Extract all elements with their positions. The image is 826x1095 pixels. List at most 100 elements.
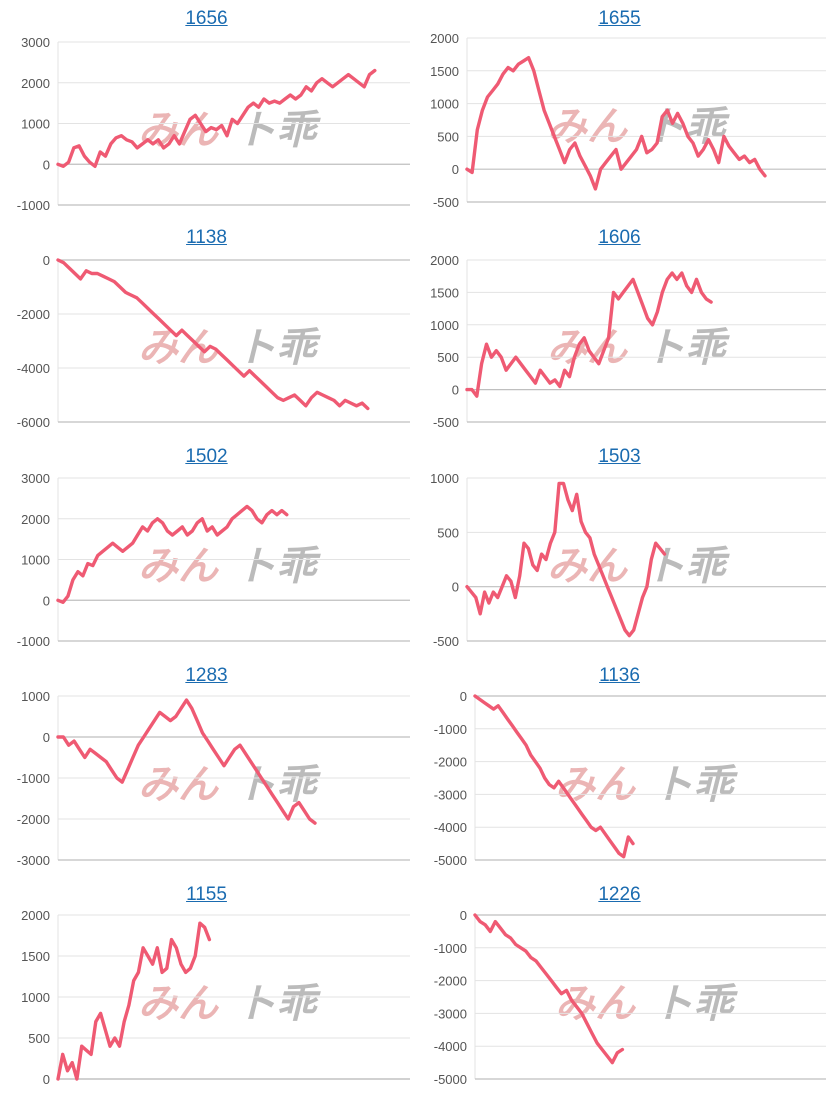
y-tick-label: -500	[433, 415, 459, 430]
y-tick-label: 2000	[430, 253, 459, 268]
series-line	[56, 68, 377, 169]
series-line	[465, 271, 713, 398]
watermark-part2: ト乖	[236, 981, 321, 1027]
y-tick-label: 1000	[21, 689, 50, 704]
chart-title-link[interactable]: 1503	[598, 446, 641, 467]
chart-panel: みん ト乖 3000 2000 1000 0 -1000 1656	[0, 0, 413, 219]
y-tick-label: -1000	[434, 941, 467, 956]
chart-panel: みん ト乖 2000 1500 1000 500 0 1155	[0, 876, 413, 1095]
watermark-part2: ト乖	[236, 325, 321, 371]
series-line	[56, 258, 370, 411]
y-tick-label: -4000	[434, 1039, 467, 1054]
series-line	[465, 56, 767, 191]
y-tick-label: 1500	[430, 285, 459, 300]
chart-plot: みん ト乖 0 -1000 -2000 -3000 -4000 -5000	[434, 689, 826, 868]
watermark-part2: ト乖	[236, 762, 321, 808]
y-tick-label: -1000	[17, 198, 50, 213]
chart-plot: みん ト乖 0 -1000 -2000 -3000 -4000 -5000	[434, 908, 826, 1087]
y-tick-label: 1000	[21, 553, 50, 568]
chart-title-link[interactable]: 1283	[185, 665, 228, 686]
chart-plot: みん ト乖 2000 1500 1000 500 0	[21, 908, 410, 1087]
chart-panel: みん ト乖 0 -1000 -2000 -3000 -4000 -5000 1226	[413, 876, 826, 1095]
y-tick-label: 1500	[21, 949, 50, 964]
chart-panel: みん ト乖 3000 2000 1000 0 -1000 1502	[0, 438, 413, 657]
y-tick-label: -500	[433, 195, 459, 210]
y-tick-label: -5000	[434, 853, 467, 868]
y-tick-label: 1000	[430, 471, 459, 486]
y-tick-label: 0	[460, 689, 467, 704]
chart-plot: みん ト乖0-2000-4000-6000	[17, 253, 410, 430]
watermark-part2: ト乖	[236, 108, 321, 154]
watermark-part1: みん	[555, 981, 637, 1027]
y-tick-label: 1000	[21, 990, 50, 1005]
y-tick-label: -5000	[434, 1072, 467, 1087]
chart-title-link[interactable]: 1155	[186, 884, 227, 905]
chart-title-link[interactable]: 1136	[599, 665, 640, 686]
chart-title-link[interactable]: 1138	[186, 227, 227, 248]
watermark-part1: みん	[138, 544, 220, 590]
y-tick-label: 0	[43, 1072, 50, 1087]
y-tick-label: 0	[43, 253, 50, 268]
chart-panel: みん ト乖 2000 1500 1000 500 0 -500 1655	[413, 0, 826, 219]
chart-title-link[interactable]: 1502	[185, 446, 228, 467]
y-tick-label: -4000	[17, 361, 50, 376]
watermark-part2: ト乖	[645, 325, 730, 371]
watermark-part2: ト乖	[236, 544, 321, 590]
chart-panel: みん ト乖 0 -1000 -2000 -3000 -4000 -5000 1136	[413, 657, 826, 876]
y-tick-label: 500	[28, 1031, 50, 1046]
y-tick-label: -3000	[434, 787, 467, 802]
y-tick-label: 1000	[430, 318, 459, 333]
chart-title-link[interactable]: 1606	[598, 227, 641, 248]
watermark-part1: みん	[547, 544, 629, 590]
y-tick-label: -1000	[17, 771, 50, 786]
y-tick-label: -2000	[17, 307, 50, 322]
y-tick-label: -1000	[17, 634, 50, 649]
y-tick-label: 0	[452, 383, 459, 398]
watermark-part1: みん	[138, 981, 220, 1027]
y-tick-label: 1500	[430, 64, 459, 79]
y-tick-label: 2000	[21, 512, 50, 527]
y-tick-label: -3000	[17, 853, 50, 868]
y-tick-label: 500	[437, 129, 459, 144]
y-tick-label: 2000	[430, 31, 459, 46]
y-tick-label: -4000	[434, 820, 467, 835]
series-line	[473, 694, 635, 859]
y-tick-label: -2000	[17, 812, 50, 827]
y-tick-label: -6000	[17, 415, 50, 430]
series-line	[465, 481, 667, 638]
watermark-part2: ト乖	[653, 762, 738, 808]
y-tick-label: -1000	[434, 722, 467, 737]
chart-title-link[interactable]: 1226	[598, 884, 641, 905]
y-tick-label: -3000	[434, 1006, 467, 1021]
y-tick-label: 1000	[430, 97, 459, 112]
watermark-part1: みん	[138, 762, 220, 808]
chart-panel: みん ト乖 2000 1500 1000 500 0 -500 1606	[413, 219, 826, 438]
y-tick-label: 0	[452, 162, 459, 177]
y-tick-label: 0	[43, 730, 50, 745]
series-line	[56, 698, 317, 825]
series-line	[56, 504, 289, 605]
y-tick-label: 0	[460, 908, 467, 923]
y-tick-label: -2000	[434, 974, 467, 989]
chart-title-link[interactable]: 1656	[185, 8, 228, 29]
y-tick-label: 500	[437, 525, 459, 540]
y-tick-label: 2000	[21, 908, 50, 923]
chart-panel: みん ト乖 1000 0 -1000 -2000 -3000 1283	[0, 657, 413, 876]
watermark-part1: みん	[555, 762, 637, 808]
y-tick-label: 1000	[21, 117, 50, 132]
chart-panel: みん ト乖 0 -2000 -4000 -6000 1138	[0, 219, 413, 438]
chart-panel: みん ト乖 1000 500 0 -500 1503	[413, 438, 826, 657]
watermark-part2: ト乖	[653, 981, 738, 1027]
y-tick-label: -2000	[434, 755, 467, 770]
y-tick-label: 0	[43, 593, 50, 608]
chart-title-link[interactable]: 1655	[598, 8, 641, 29]
watermark-part2: ト乖	[645, 544, 730, 590]
y-tick-label: 2000	[21, 76, 50, 91]
watermark-part1: みん	[547, 104, 629, 150]
y-tick-label: 3000	[21, 35, 50, 50]
y-tick-label: 0	[452, 580, 459, 595]
series-line	[56, 921, 212, 1081]
